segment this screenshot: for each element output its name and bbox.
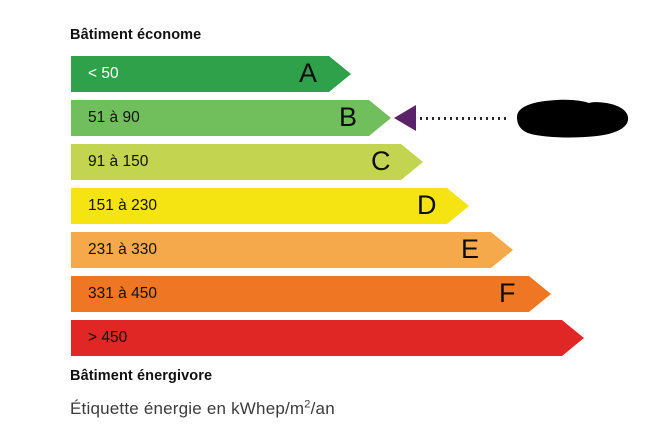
energy-band-arrow-shape <box>71 188 469 224</box>
energy-band-arrow-shape <box>71 144 423 180</box>
energy-band-arrow-shape <box>71 100 391 136</box>
energy-rating-leader-dotted-line <box>420 117 508 120</box>
energy-band-range: 91 à 150 <box>88 153 149 170</box>
energy-band-range: 151 à 230 <box>88 197 157 214</box>
energy-band-f: 331 à 450 F <box>71 276 551 312</box>
energy-band-letter: B <box>339 102 358 132</box>
label-bottom-caption: Bâtiment énergivore <box>70 368 213 384</box>
energy-band-range: 51 à 90 <box>88 109 140 126</box>
energy-band-range: < 50 <box>88 65 119 82</box>
energy-band-letter: A <box>299 58 318 88</box>
energy-band-range: > 450 <box>88 329 128 346</box>
energy-band-letter: E <box>461 234 480 264</box>
energy-band-arrow-shape <box>71 56 351 92</box>
label-top-caption: Bâtiment économe <box>70 27 202 43</box>
energy-band-a: < 50 A <box>71 56 351 92</box>
energy-band-g: > 450 <box>71 320 584 356</box>
energy-band-arrow-shape <box>71 320 584 356</box>
energy-band-e: 231 à 330 E <box>71 232 513 268</box>
energy-band-b: 51 à 90 B <box>71 100 391 136</box>
label-unit-line: Étiquette énergie en kWhep/m2/an <box>70 399 335 419</box>
energy-band-range: 331 à 450 <box>88 285 157 302</box>
energy-band-range: 231 à 330 <box>88 241 157 258</box>
energy-band-letter: F <box>499 278 516 308</box>
unit-prefix: Étiquette énergie en kWhep/m <box>70 399 305 418</box>
energy-band-d: 151 à 230 D <box>71 188 469 224</box>
unit-superscript: 2 <box>304 398 311 411</box>
energy-band-arrow-shape <box>71 232 513 268</box>
energy-band-arrow-shape <box>71 276 551 312</box>
energy-band-c: 91 à 150 C <box>71 144 423 180</box>
energy-band-letter: D <box>417 190 437 220</box>
redaction-blob <box>517 99 629 138</box>
energy-band-letter: C <box>371 146 391 176</box>
unit-suffix: /an <box>310 399 335 418</box>
energy-rating-pointer-triangle-icon <box>394 105 416 131</box>
